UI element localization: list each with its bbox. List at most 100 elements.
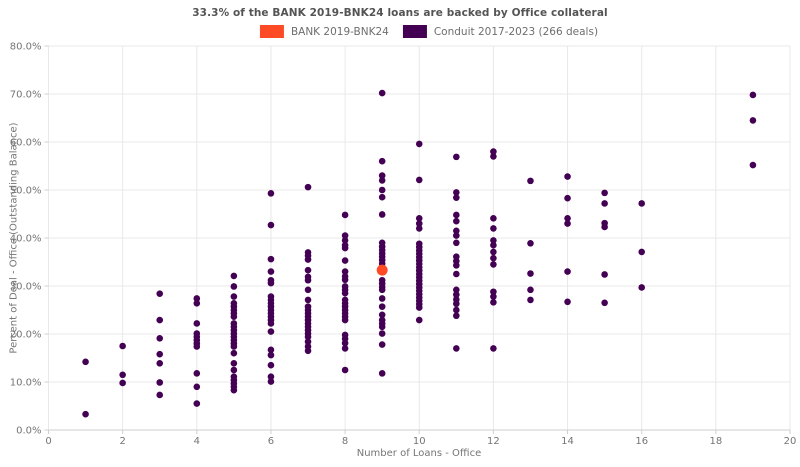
data-point-conduit-2017-2023-266-deals bbox=[378, 177, 386, 184]
data-point-conduit-2017-2023-266-deals bbox=[378, 323, 386, 331]
data-point-conduit-2017-2023-266-deals bbox=[267, 346, 275, 354]
data-point-conduit-2017-2023-266-deals bbox=[453, 189, 460, 196]
data-point-conduit-2017-2023-266-deals bbox=[156, 379, 164, 386]
data-point-conduit-2017-2023-266-deals bbox=[415, 220, 423, 227]
data-point-conduit-2017-2023-266-deals bbox=[82, 358, 89, 366]
data-point-conduit-2017-2023-266-deals bbox=[267, 373, 275, 381]
x-tick-label: 10 bbox=[413, 436, 426, 447]
data-point-conduit-2017-2023-266-deals bbox=[527, 296, 534, 304]
data-point-bank-2019-bnk24 bbox=[376, 264, 388, 276]
data-point-conduit-2017-2023-266-deals bbox=[638, 200, 645, 207]
data-point-conduit-2017-2023-266-deals bbox=[378, 286, 386, 294]
data-point-conduit-2017-2023-266-deals bbox=[156, 350, 164, 358]
data-point-conduit-2017-2023-266-deals bbox=[378, 341, 386, 348]
data-point-conduit-2017-2023-266-deals bbox=[453, 262, 460, 269]
data-point-conduit-2017-2023-266-deals bbox=[638, 284, 645, 291]
data-point-conduit-2017-2023-266-deals bbox=[230, 313, 238, 321]
data-point-conduit-2017-2023-266-deals bbox=[601, 271, 608, 278]
data-point-conduit-2017-2023-266-deals bbox=[490, 288, 497, 296]
data-point-conduit-2017-2023-266-deals bbox=[304, 347, 312, 355]
data-point-conduit-2017-2023-266-deals bbox=[378, 157, 386, 165]
data-point-conduit-2017-2023-266-deals bbox=[378, 193, 386, 201]
data-point-conduit-2017-2023-266-deals bbox=[304, 333, 312, 341]
data-point-conduit-2017-2023-266-deals bbox=[230, 343, 238, 350]
data-point-conduit-2017-2023-266-deals bbox=[341, 366, 349, 374]
data-point-conduit-2017-2023-266-deals bbox=[490, 225, 497, 232]
data-point-conduit-2017-2023-266-deals bbox=[378, 186, 386, 194]
data-point-conduit-2017-2023-266-deals bbox=[230, 272, 238, 280]
data-point-conduit-2017-2023-266-deals bbox=[193, 400, 201, 407]
data-point-conduit-2017-2023-266-deals bbox=[490, 254, 497, 262]
data-point-conduit-2017-2023-266-deals bbox=[341, 345, 349, 352]
data-point-conduit-2017-2023-266-deals bbox=[749, 117, 757, 124]
data-point-conduit-2017-2023-266-deals bbox=[304, 286, 312, 294]
data-point-conduit-2017-2023-266-deals bbox=[230, 283, 238, 290]
data-point-conduit-2017-2023-266-deals bbox=[453, 345, 460, 352]
data-point-conduit-2017-2023-266-deals bbox=[490, 215, 497, 222]
y-tick-label: 30.0% bbox=[10, 282, 42, 293]
data-point-conduit-2017-2023-266-deals bbox=[304, 266, 312, 274]
data-point-conduit-2017-2023-266-deals bbox=[341, 244, 349, 252]
data-point-conduit-2017-2023-266-deals bbox=[527, 177, 534, 185]
data-point-conduit-2017-2023-266-deals bbox=[378, 370, 386, 377]
data-point-conduit-2017-2023-266-deals bbox=[267, 190, 275, 197]
y-tick-label: 0.0% bbox=[16, 426, 41, 437]
data-point-conduit-2017-2023-266-deals bbox=[453, 217, 460, 225]
data-point-conduit-2017-2023-266-deals bbox=[82, 410, 89, 418]
x-axis-title: Number of Loans - Office bbox=[356, 448, 482, 459]
data-point-conduit-2017-2023-266-deals bbox=[267, 328, 275, 335]
data-point-conduit-2017-2023-266-deals bbox=[341, 257, 349, 264]
data-point-conduit-2017-2023-266-deals bbox=[267, 320, 275, 327]
legend-swatch-conduit bbox=[402, 25, 427, 38]
data-point-conduit-2017-2023-266-deals bbox=[415, 176, 423, 184]
data-point-conduit-2017-2023-266-deals bbox=[415, 225, 423, 232]
data-point-conduit-2017-2023-266-deals bbox=[156, 335, 164, 342]
data-point-conduit-2017-2023-266-deals bbox=[119, 342, 126, 350]
legend-swatch-bank bbox=[259, 25, 284, 38]
x-tick-label: 4 bbox=[194, 436, 200, 447]
x-tick-label: 2 bbox=[119, 436, 125, 447]
data-point-conduit-2017-2023-266-deals bbox=[230, 386, 238, 394]
data-point-conduit-2017-2023-266-deals bbox=[415, 215, 423, 222]
data-point-conduit-2017-2023-266-deals bbox=[453, 194, 460, 201]
x-tick-label: 14 bbox=[561, 436, 574, 447]
data-point-conduit-2017-2023-266-deals bbox=[341, 237, 349, 244]
data-point-conduit-2017-2023-266-deals bbox=[749, 91, 757, 99]
data-point-conduit-2017-2023-266-deals bbox=[119, 371, 126, 379]
data-point-conduit-2017-2023-266-deals bbox=[527, 270, 534, 277]
data-point-conduit-2017-2023-266-deals bbox=[156, 391, 164, 399]
data-point-conduit-2017-2023-266-deals bbox=[749, 161, 757, 169]
y-tick-label: 70.0% bbox=[10, 90, 42, 101]
data-point-conduit-2017-2023-266-deals bbox=[341, 316, 349, 324]
data-point-conduit-2017-2023-266-deals bbox=[378, 303, 386, 310]
data-point-conduit-2017-2023-266-deals bbox=[341, 268, 349, 275]
data-point-conduit-2017-2023-266-deals bbox=[378, 295, 386, 302]
x-tick-label: 12 bbox=[487, 436, 500, 447]
data-point-conduit-2017-2023-266-deals bbox=[490, 261, 497, 268]
data-point-conduit-2017-2023-266-deals bbox=[267, 221, 275, 229]
legend-label-bank: BANK 2019-BNK24 bbox=[290, 25, 389, 38]
data-point-conduit-2017-2023-266-deals bbox=[378, 89, 386, 97]
data-point-conduit-2017-2023-266-deals bbox=[378, 330, 386, 337]
data-point-conduit-2017-2023-266-deals bbox=[601, 223, 608, 231]
legend-label-conduit: Conduit 2017-2023 (266 deals) bbox=[433, 25, 599, 38]
data-point-conduit-2017-2023-266-deals bbox=[341, 232, 349, 239]
x-tick-label: 8 bbox=[342, 436, 348, 447]
data-point-conduit-2017-2023-266-deals bbox=[453, 211, 460, 219]
legend-item-bank: BANK 2019-BNK24 bbox=[259, 25, 389, 38]
data-point-conduit-2017-2023-266-deals bbox=[453, 306, 460, 314]
data-point-conduit-2017-2023-266-deals bbox=[601, 189, 608, 197]
data-point-conduit-2017-2023-266-deals bbox=[304, 276, 312, 284]
chart-title: 33.3% of the BANK 2019-BNK24 loans are b… bbox=[192, 7, 608, 19]
y-tick-label: 40.0% bbox=[10, 234, 42, 245]
data-point-conduit-2017-2023-266-deals bbox=[527, 286, 534, 294]
data-point-conduit-2017-2023-266-deals bbox=[304, 183, 312, 191]
data-point-conduit-2017-2023-266-deals bbox=[156, 290, 164, 297]
data-point-conduit-2017-2023-266-deals bbox=[453, 227, 460, 235]
y-tick-label: 20.0% bbox=[10, 330, 42, 341]
data-point-conduit-2017-2023-266-deals bbox=[564, 215, 571, 222]
data-point-conduit-2017-2023-266-deals bbox=[601, 200, 608, 207]
data-point-conduit-2017-2023-266-deals bbox=[267, 378, 275, 385]
x-tick-label: 16 bbox=[635, 436, 648, 447]
